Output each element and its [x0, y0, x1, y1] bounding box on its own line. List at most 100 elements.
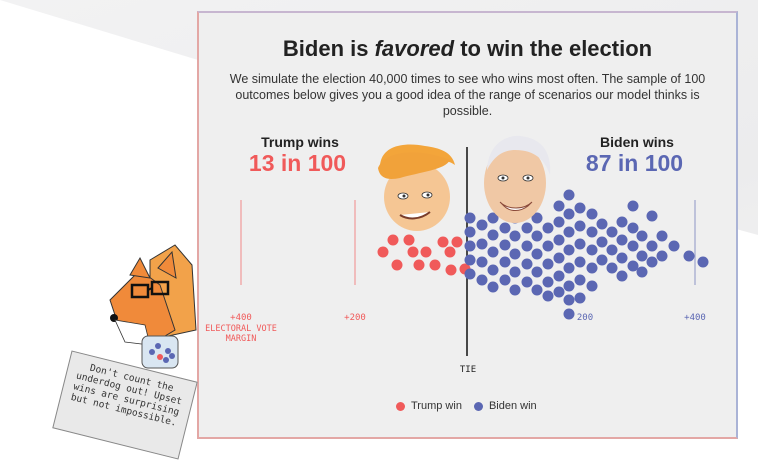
biden-outcome-dot — [574, 256, 586, 268]
biden-outcome-dot — [627, 240, 639, 252]
trump-outcome-dot — [377, 246, 389, 258]
biden-outcome-dot — [616, 234, 628, 246]
biden-outcome-dot — [563, 308, 575, 320]
biden-outcome-dot — [636, 250, 648, 262]
biden-outcome-dot — [542, 290, 554, 302]
biden-outcome-dot — [646, 256, 658, 268]
trump-outcome-dot — [387, 234, 399, 246]
biden-odds: 87 in 100 — [585, 150, 684, 176]
electoral-margin-label: ELECTORAL VOTE MARGIN — [205, 324, 277, 344]
biden-outcome-dot — [656, 230, 668, 242]
biden-outcome-dot — [476, 238, 488, 250]
trump-odds: 13 in 100 — [248, 150, 347, 176]
biden-outcome-dot — [553, 234, 565, 246]
biden-outcome-dot — [616, 270, 628, 282]
biden-outcome-dot — [499, 274, 511, 286]
biden-outcome-dot — [521, 240, 533, 252]
trump-legend-swatch — [396, 401, 405, 411]
biden-outcome-dot — [636, 266, 648, 278]
biden-outcome-dot — [574, 238, 586, 250]
biden-outcome-dot — [668, 240, 680, 252]
tick-label-biden-400: +400 — [684, 313, 706, 323]
biden-outcome-dot — [476, 219, 488, 231]
biden-outcome-dot — [586, 226, 598, 238]
biden-outcome-dot — [509, 266, 521, 278]
biden-outcome-dot — [487, 264, 499, 276]
biden-outcome-dot — [542, 276, 554, 288]
biden-outcome-dot — [574, 220, 586, 232]
biden-outcome-dot — [499, 222, 511, 234]
biden-outcome-dot — [574, 202, 586, 214]
trump-outcome-dot — [420, 246, 432, 258]
biden-outcome-dot — [553, 252, 565, 264]
trump-caricature-icon — [378, 144, 455, 231]
tick-label-trump-200: +200 — [344, 313, 366, 323]
biden-outcome-dot — [464, 268, 476, 280]
page-title: Biden is favored to win the election — [282, 36, 653, 61]
biden-outcome-dot — [509, 230, 521, 242]
biden-outcome-dot — [531, 284, 543, 296]
tick-label-trump-400: +400 — [230, 313, 252, 323]
biden-outcome-dot — [683, 250, 695, 262]
trump-outcome-dot — [403, 234, 415, 246]
fox-mascot-icon — [109, 244, 197, 369]
biden-outcome-dot — [509, 284, 521, 296]
biden-outcome-dot — [697, 256, 709, 268]
biden-outcome-dot — [563, 208, 575, 220]
biden-outcome-dot — [464, 240, 476, 252]
biden-outcome-dot — [616, 216, 628, 228]
biden-outcome-dot — [464, 212, 476, 224]
biden-outcome-dot — [509, 248, 521, 260]
biden-outcome-dot — [542, 240, 554, 252]
tick-label-biden-200: 200 — [576, 313, 594, 323]
biden-outcome-dot — [531, 266, 543, 278]
trump-outcome-dot — [429, 259, 441, 271]
biden-outcome-dot — [487, 212, 499, 224]
trump-outcome-dot — [445, 264, 457, 276]
biden-outcome-dot — [553, 270, 565, 282]
outcome-dots — [377, 189, 709, 320]
biden-outcome-dot — [531, 212, 543, 224]
biden-outcome-dot — [521, 276, 533, 288]
biden-wins-label: Biden wins — [600, 134, 674, 150]
biden-outcome-dot — [627, 200, 639, 212]
biden-outcome-dot — [574, 274, 586, 286]
biden-outcome-dot — [563, 189, 575, 201]
biden-outcome-dot — [606, 244, 618, 256]
biden-outcome-dot — [563, 294, 575, 306]
biden-outcome-dot — [521, 258, 533, 270]
biden-outcome-dot — [542, 258, 554, 270]
biden-outcome-dot — [563, 226, 575, 238]
biden-outcome-dot — [646, 210, 658, 222]
biden-outcome-dot — [606, 262, 618, 274]
chart-legend: Trump win Biden win — [396, 400, 537, 412]
biden-outcome-dot — [586, 244, 598, 256]
biden-outcome-dot — [586, 280, 598, 292]
biden-outcome-dot — [586, 262, 598, 274]
trump-outcome-dot — [407, 246, 419, 258]
trump-outcome-dot — [391, 259, 403, 271]
biden-outcome-dot — [487, 229, 499, 241]
biden-outcome-dot — [531, 230, 543, 242]
biden-outcome-dot — [574, 292, 586, 304]
trump-outcome-dot — [437, 236, 449, 248]
trump-outcome-dot — [413, 259, 425, 271]
biden-outcome-dot — [563, 262, 575, 274]
biden-outcome-dot — [476, 274, 488, 286]
biden-outcome-dot — [656, 250, 668, 262]
biden-outcome-dot — [521, 222, 533, 234]
biden-outcome-dot — [499, 256, 511, 268]
biden-outcome-dot — [553, 200, 565, 212]
biden-outcome-dot — [616, 252, 628, 264]
tie-label: TIE — [459, 365, 477, 375]
biden-outcome-dot — [531, 248, 543, 260]
biden-outcome-dot — [542, 222, 554, 234]
biden-legend-swatch — [473, 401, 483, 411]
biden-outcome-dot — [563, 244, 575, 256]
biden-outcome-dot — [596, 236, 608, 248]
biden-outcome-dot — [596, 254, 608, 266]
biden-outcome-dot — [563, 280, 575, 292]
biden-outcome-dot — [553, 216, 565, 228]
trump-outcome-dot — [451, 236, 463, 248]
